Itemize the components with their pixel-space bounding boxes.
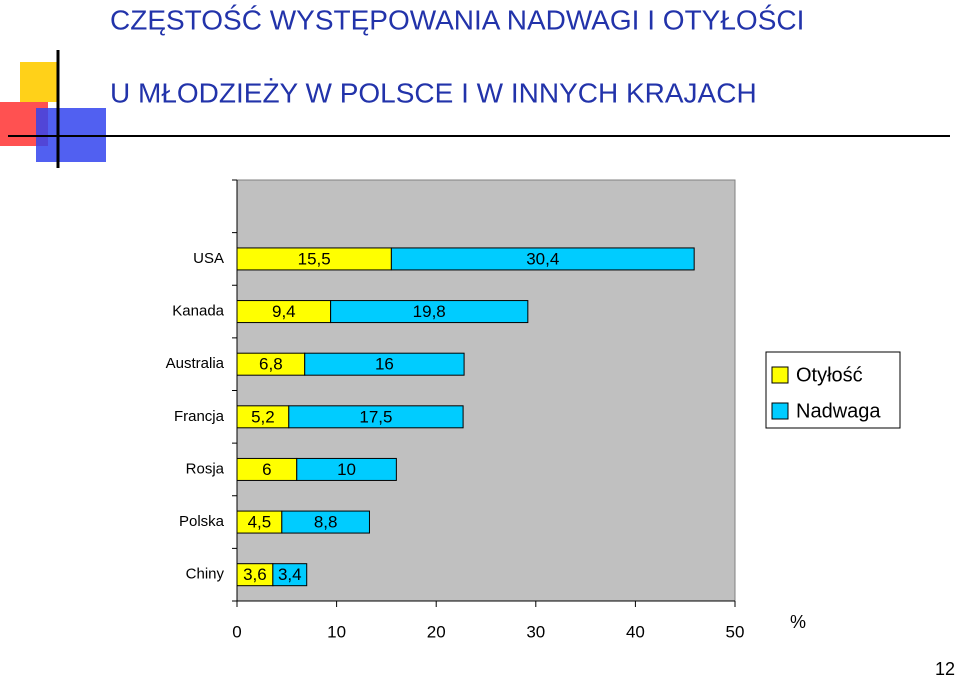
x-tick-label: 0 [232, 622, 241, 641]
bar-segment [330, 300, 529, 324]
legend-label: Otyłość [796, 364, 863, 386]
category-label: Australia [166, 355, 225, 372]
x-tick-label: 20 [427, 622, 446, 641]
value-label: 9,4 [272, 302, 296, 321]
value-label: 6,8 [259, 355, 283, 374]
category-label: Kanada [172, 303, 224, 320]
category-label: Polska [179, 513, 225, 530]
category-label: Chiny [186, 566, 225, 583]
legend-swatch [771, 402, 789, 420]
slide-number: 12 [935, 659, 955, 679]
value-label: 5,2 [251, 407, 275, 426]
value-label: 6 [262, 460, 271, 479]
plot-area [236, 179, 736, 602]
value-label: 4,5 [248, 513, 272, 532]
x-tick-label: 50 [726, 622, 745, 641]
category-label: USA [193, 250, 224, 267]
bar-segment [296, 457, 397, 481]
value-label: 3,4 [278, 565, 302, 584]
x-axis-label: % [790, 612, 806, 632]
value-label: 8,8 [314, 513, 338, 532]
bar-segment [281, 510, 370, 534]
category-label: Francja [174, 408, 225, 425]
value-label: 10 [337, 460, 356, 479]
legend-swatch [771, 366, 789, 384]
value-label: 16 [375, 355, 394, 374]
value-label: 15,5 [298, 249, 331, 268]
x-tick-label: 30 [526, 622, 545, 641]
bar-segment [390, 247, 695, 271]
value-label: 30,4 [526, 249, 559, 268]
bar-segment [288, 405, 464, 429]
title-line: CZĘSTOŚĆ WYSTĘPOWANIA NADWAGI I OTYŁOŚCI [110, 3, 804, 35]
x-tick-label: 10 [327, 622, 346, 641]
bar-segment [304, 352, 465, 376]
legend-label: Nadwaga [796, 400, 881, 422]
decoration [0, 50, 950, 168]
x-tick-label: 40 [626, 622, 645, 641]
value-label: 17,5 [359, 407, 392, 426]
value-label: 19,8 [413, 302, 446, 321]
bar-segment [272, 563, 308, 587]
value-label: 3,6 [243, 565, 267, 584]
title-line: U MŁODZIEŻY W POLSCE I W INNYCH KRAJACH [110, 77, 757, 108]
category-label: Rosja [186, 460, 225, 477]
